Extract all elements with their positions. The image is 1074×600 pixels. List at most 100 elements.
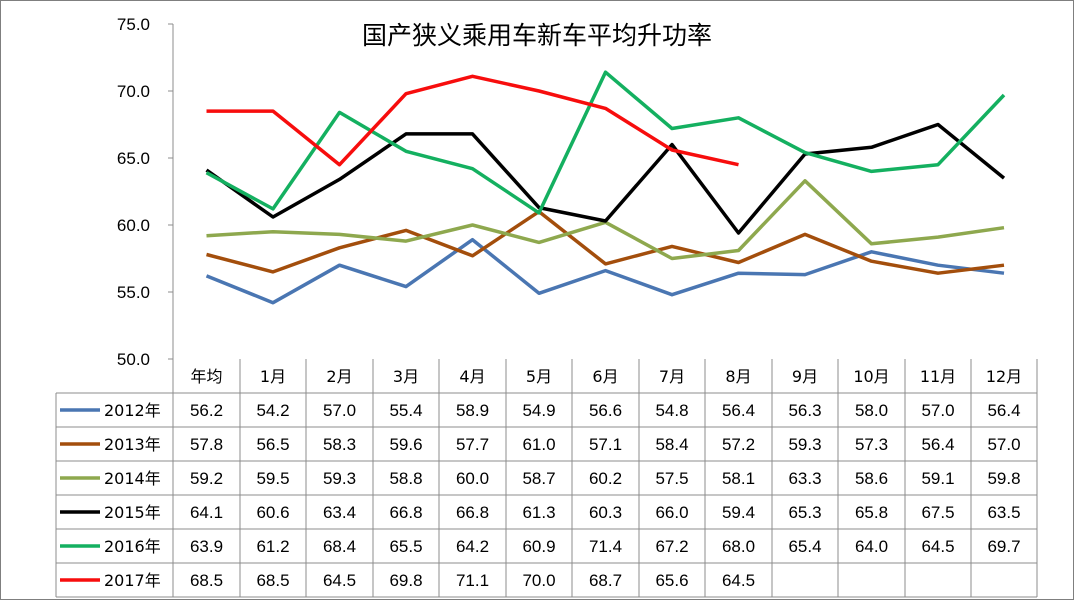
data-value: 63.3 <box>788 469 821 488</box>
data-value: 57.8 <box>190 435 223 454</box>
data-value: 59.8 <box>987 469 1020 488</box>
data-value: 58.3 <box>323 435 356 454</box>
y-tick-label: 75.0 <box>117 15 150 34</box>
data-value: 56.4 <box>987 401 1020 420</box>
data-value: 56.4 <box>921 435 954 454</box>
data-value: 68.5 <box>256 571 289 590</box>
data-value: 65.8 <box>855 503 888 522</box>
data-value: 58.0 <box>855 401 888 420</box>
series-name: 2014年 <box>104 469 161 488</box>
data-value: 60.9 <box>522 537 555 556</box>
category-label: 6月 <box>592 367 618 386</box>
data-value: 71.4 <box>589 537 622 556</box>
data-value: 58.7 <box>522 469 555 488</box>
y-tick-label: 55.0 <box>117 283 150 302</box>
data-value: 56.6 <box>589 401 622 420</box>
data-value: 65.6 <box>655 571 688 590</box>
data-value: 55.4 <box>389 401 422 420</box>
data-value: 64.1 <box>190 503 223 522</box>
data-value: 58.6 <box>855 469 888 488</box>
category-label: 9月 <box>792 367 818 386</box>
category-label: 8月 <box>725 367 751 386</box>
category-label: 1月 <box>260 367 286 386</box>
category-label: 7月 <box>659 367 685 386</box>
data-value: 66.8 <box>456 503 489 522</box>
series-line <box>205 237 1005 305</box>
data-value: 58.4 <box>655 435 688 454</box>
category-label: 5月 <box>526 367 552 386</box>
data-value: 61.2 <box>256 537 289 556</box>
y-tick-label: 60.0 <box>117 216 150 235</box>
data-value: 56.2 <box>190 401 223 420</box>
data-value: 56.4 <box>722 401 755 420</box>
y-tick-label: 70.0 <box>117 82 150 101</box>
data-value: 63.4 <box>323 503 356 522</box>
data-value: 71.1 <box>456 571 489 590</box>
data-value: 65.3 <box>788 503 821 522</box>
category-label: 11月 <box>920 367 956 386</box>
data-value: 67.5 <box>921 503 954 522</box>
chart-title: 国产狭义乘用车新车平均升功率 <box>362 21 712 50</box>
data-value: 61.3 <box>522 503 555 522</box>
data-value: 59.4 <box>722 503 755 522</box>
data-value: 66.8 <box>389 503 422 522</box>
data-value: 54.2 <box>256 401 289 420</box>
data-value: 59.1 <box>921 469 954 488</box>
series-name: 2013年 <box>104 435 161 454</box>
y-tick-label: 65.0 <box>117 149 150 168</box>
data-value: 57.0 <box>323 401 356 420</box>
category-label: 10月 <box>853 367 889 386</box>
data-value: 69.7 <box>987 537 1020 556</box>
data-value: 60.2 <box>589 469 622 488</box>
data-value: 59.3 <box>788 435 821 454</box>
data-value: 54.8 <box>655 401 688 420</box>
data-value: 60.0 <box>456 469 489 488</box>
data-value: 59.3 <box>323 469 356 488</box>
axes: 50.0 55.0 60.0 65.0 70.0 75.0 <box>117 15 174 369</box>
data-value: 65.5 <box>389 537 422 556</box>
data-value: 64.5 <box>921 537 954 556</box>
series-name: 2017年 <box>104 571 161 590</box>
data-value: 66.0 <box>655 503 688 522</box>
data-value: 68.7 <box>589 571 622 590</box>
series-line <box>206 74 739 167</box>
data-value: 57.0 <box>921 401 954 420</box>
data-value: 68.4 <box>323 537 356 556</box>
data-value: 56.3 <box>788 401 821 420</box>
data-value: 59.6 <box>389 435 422 454</box>
data-value: 61.0 <box>522 435 555 454</box>
data-value: 65.4 <box>788 537 821 556</box>
data-table: 年均 1月 2月 3月 4月 5月 6月 7月 8月 9月 10月 11月 12月 2012年 56.2 54… <box>55 359 1038 598</box>
data-value: 64.5 <box>722 571 755 590</box>
data-value: 68.0 <box>722 537 755 556</box>
data-value: 70.0 <box>522 571 555 590</box>
data-value: 64.5 <box>323 571 356 590</box>
data-value: 68.5 <box>190 571 223 590</box>
data-value: 59.2 <box>190 469 223 488</box>
category-label: 3月 <box>393 367 419 386</box>
series-line <box>205 122 1006 235</box>
data-value: 57.7 <box>456 435 489 454</box>
data-value: 54.9 <box>522 401 555 420</box>
data-value: 57.2 <box>722 435 755 454</box>
data-value: 58.8 <box>389 469 422 488</box>
data-value: 60.3 <box>589 503 622 522</box>
data-value: 57.1 <box>589 435 622 454</box>
data-value: 56.5 <box>256 435 289 454</box>
series-lines <box>205 70 1006 305</box>
data-value: 64.0 <box>855 537 888 556</box>
series-name: 2016年 <box>104 537 161 556</box>
data-value: 59.5 <box>256 469 289 488</box>
data-value: 57.5 <box>655 469 688 488</box>
data-value: 64.2 <box>456 537 489 556</box>
data-value: 60.6 <box>256 503 289 522</box>
data-value: 57.3 <box>855 435 888 454</box>
data-value: 63.9 <box>190 537 223 556</box>
category-label: 4月 <box>459 367 485 386</box>
series-line <box>206 209 1005 275</box>
category-label: 2月 <box>326 367 352 386</box>
y-tick-label: 50.0 <box>117 350 150 369</box>
series-name: 2015年 <box>104 503 161 522</box>
category-label: 年均 <box>190 367 222 386</box>
